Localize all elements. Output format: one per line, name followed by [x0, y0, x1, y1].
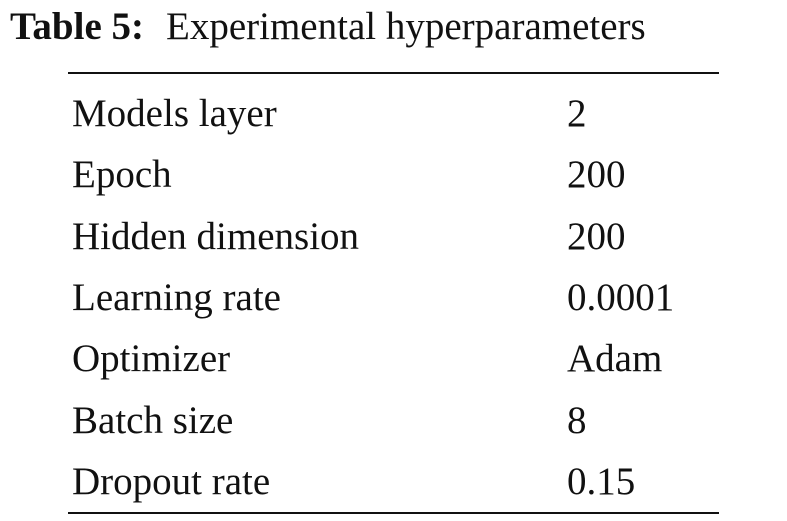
top-rule [68, 72, 719, 74]
table-row: Dropout rate 0.15 [0, 451, 787, 512]
table-caption: Table 5: Experimental hyperparameters [10, 4, 646, 50]
table-row: Hidden dimension 200 [0, 206, 787, 267]
param-value: 8 [567, 398, 587, 442]
param-name: Batch size [72, 398, 234, 442]
param-value: 200 [567, 153, 626, 197]
table-row: Epoch 200 [0, 144, 787, 205]
param-value: 0.0001 [567, 275, 675, 319]
param-name: Hidden dimension [72, 214, 360, 258]
table-row: Batch size 8 [0, 390, 787, 451]
caption-text: Experimental hyperparameters [166, 5, 646, 48]
table-row: Models layer 2 [0, 83, 787, 144]
caption-label: Table 5: [10, 5, 145, 48]
param-name: Models layer [72, 92, 277, 135]
param-name: Dropout rate [72, 459, 271, 503]
param-name: Epoch [72, 153, 172, 197]
param-name: Optimizer [72, 337, 231, 381]
param-value: Adam [567, 337, 663, 381]
param-value: 0.15 [567, 459, 636, 503]
param-name: Learning rate [72, 275, 281, 319]
table-row: Optimizer Adam [0, 328, 787, 389]
table-row: Learning rate 0.0001 [0, 267, 787, 328]
param-value: 200 [567, 214, 626, 258]
param-value: 2 [567, 92, 587, 135]
bottom-rule [68, 512, 719, 514]
